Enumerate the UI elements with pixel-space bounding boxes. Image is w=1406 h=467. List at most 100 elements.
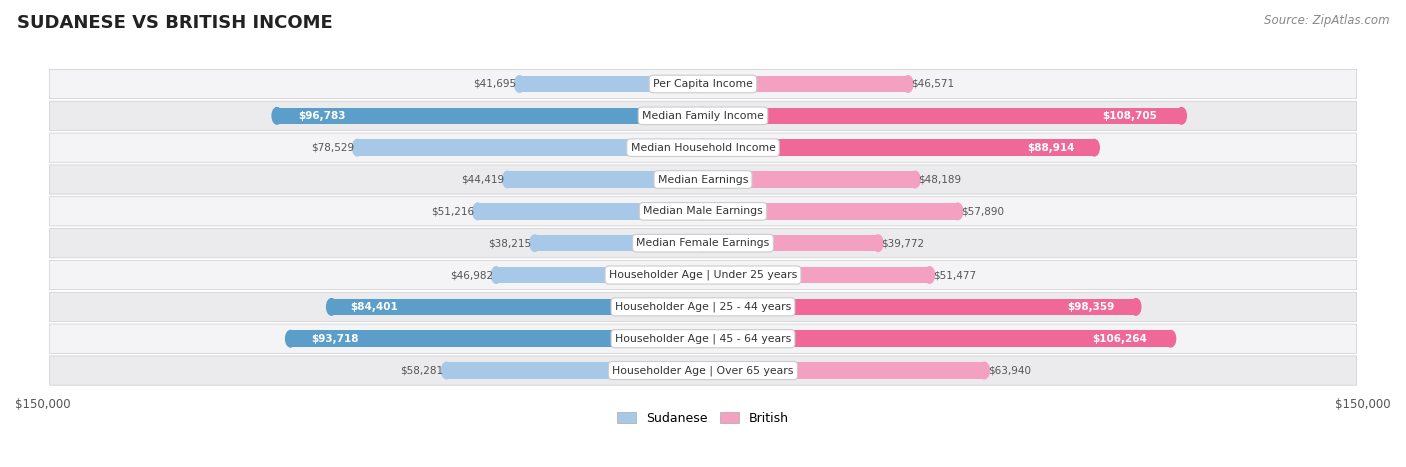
Text: $51,216: $51,216 (432, 206, 474, 216)
Text: Householder Age | Under 25 years: Householder Age | Under 25 years (609, 270, 797, 280)
Ellipse shape (903, 76, 912, 92)
Text: $106,264: $106,264 (1092, 334, 1147, 344)
Ellipse shape (1090, 139, 1099, 156)
Bar (332, 298, 703, 315)
Text: Per Capita Income: Per Capita Income (652, 79, 754, 89)
FancyBboxPatch shape (49, 292, 1357, 321)
Ellipse shape (697, 331, 709, 347)
Bar (447, 362, 703, 379)
Bar (357, 139, 703, 156)
Text: Median Earnings: Median Earnings (658, 175, 748, 184)
Ellipse shape (530, 235, 540, 251)
Text: Median Family Income: Median Family Income (643, 111, 763, 121)
Text: $48,189: $48,189 (918, 175, 962, 184)
Ellipse shape (697, 139, 709, 156)
Text: $38,215: $38,215 (488, 238, 531, 248)
Text: $51,477: $51,477 (932, 270, 976, 280)
Text: $57,890: $57,890 (962, 206, 1004, 216)
Text: $58,281: $58,281 (401, 366, 443, 375)
Text: Householder Age | Over 65 years: Householder Age | Over 65 years (612, 365, 794, 376)
Bar (703, 171, 915, 188)
Ellipse shape (873, 235, 883, 251)
Bar (703, 76, 908, 92)
FancyBboxPatch shape (49, 133, 1357, 163)
Legend: Sudanese, British: Sudanese, British (612, 407, 794, 430)
Ellipse shape (491, 267, 501, 283)
Ellipse shape (697, 203, 709, 219)
Ellipse shape (1177, 107, 1187, 124)
Ellipse shape (697, 331, 709, 347)
Text: $63,940: $63,940 (988, 366, 1031, 375)
Bar (703, 331, 1171, 347)
Ellipse shape (980, 362, 990, 379)
Text: Householder Age | 45 - 64 years: Householder Age | 45 - 64 years (614, 333, 792, 344)
Bar (703, 267, 929, 283)
Ellipse shape (1130, 298, 1140, 315)
Text: $39,772: $39,772 (882, 238, 925, 248)
Ellipse shape (697, 171, 709, 188)
Text: Source: ZipAtlas.com: Source: ZipAtlas.com (1264, 14, 1389, 27)
Bar (703, 107, 1181, 124)
Text: $44,419: $44,419 (461, 175, 505, 184)
Ellipse shape (697, 171, 709, 188)
Ellipse shape (697, 298, 709, 315)
Text: Median Male Earnings: Median Male Earnings (643, 206, 763, 216)
Bar (478, 203, 703, 219)
Ellipse shape (697, 107, 709, 124)
Ellipse shape (697, 362, 709, 379)
Ellipse shape (910, 171, 920, 188)
Ellipse shape (273, 107, 283, 124)
Ellipse shape (472, 203, 482, 219)
Ellipse shape (1166, 331, 1175, 347)
Ellipse shape (697, 76, 709, 92)
Bar (703, 139, 1094, 156)
FancyBboxPatch shape (49, 197, 1357, 226)
Ellipse shape (953, 203, 963, 219)
Ellipse shape (285, 331, 295, 347)
Ellipse shape (502, 171, 512, 188)
Text: Median Female Earnings: Median Female Earnings (637, 238, 769, 248)
Ellipse shape (515, 76, 524, 92)
Ellipse shape (697, 235, 709, 251)
Text: $78,529: $78,529 (311, 142, 354, 153)
Text: $96,783: $96,783 (298, 111, 346, 121)
Text: Householder Age | 25 - 44 years: Householder Age | 25 - 44 years (614, 302, 792, 312)
Text: $108,705: $108,705 (1102, 111, 1157, 121)
Ellipse shape (697, 76, 709, 92)
Ellipse shape (697, 267, 709, 283)
Bar (508, 171, 703, 188)
Text: SUDANESE VS BRITISH INCOME: SUDANESE VS BRITISH INCOME (17, 14, 333, 32)
Bar (703, 203, 957, 219)
Ellipse shape (697, 235, 709, 251)
Ellipse shape (697, 107, 709, 124)
Text: $88,914: $88,914 (1028, 142, 1074, 153)
Bar (519, 76, 703, 92)
Bar (496, 267, 703, 283)
Ellipse shape (353, 139, 363, 156)
Text: $46,571: $46,571 (911, 79, 955, 89)
Bar (703, 362, 984, 379)
Text: Median Household Income: Median Household Income (630, 142, 776, 153)
Bar (703, 235, 877, 251)
FancyBboxPatch shape (49, 356, 1357, 385)
Text: $93,718: $93,718 (311, 334, 359, 344)
Bar (291, 331, 703, 347)
Text: $98,359: $98,359 (1067, 302, 1115, 312)
Bar (534, 235, 703, 251)
FancyBboxPatch shape (49, 324, 1357, 354)
FancyBboxPatch shape (49, 101, 1357, 130)
Ellipse shape (697, 203, 709, 219)
Text: $41,695: $41,695 (472, 79, 516, 89)
Ellipse shape (697, 139, 709, 156)
Ellipse shape (697, 267, 709, 283)
Text: $84,401: $84,401 (350, 302, 398, 312)
Text: $46,982: $46,982 (450, 270, 494, 280)
FancyBboxPatch shape (49, 165, 1357, 194)
Bar (277, 107, 703, 124)
FancyBboxPatch shape (49, 69, 1357, 99)
Ellipse shape (925, 267, 935, 283)
FancyBboxPatch shape (49, 228, 1357, 258)
Ellipse shape (441, 362, 451, 379)
Bar (703, 298, 1136, 315)
Ellipse shape (697, 362, 709, 379)
